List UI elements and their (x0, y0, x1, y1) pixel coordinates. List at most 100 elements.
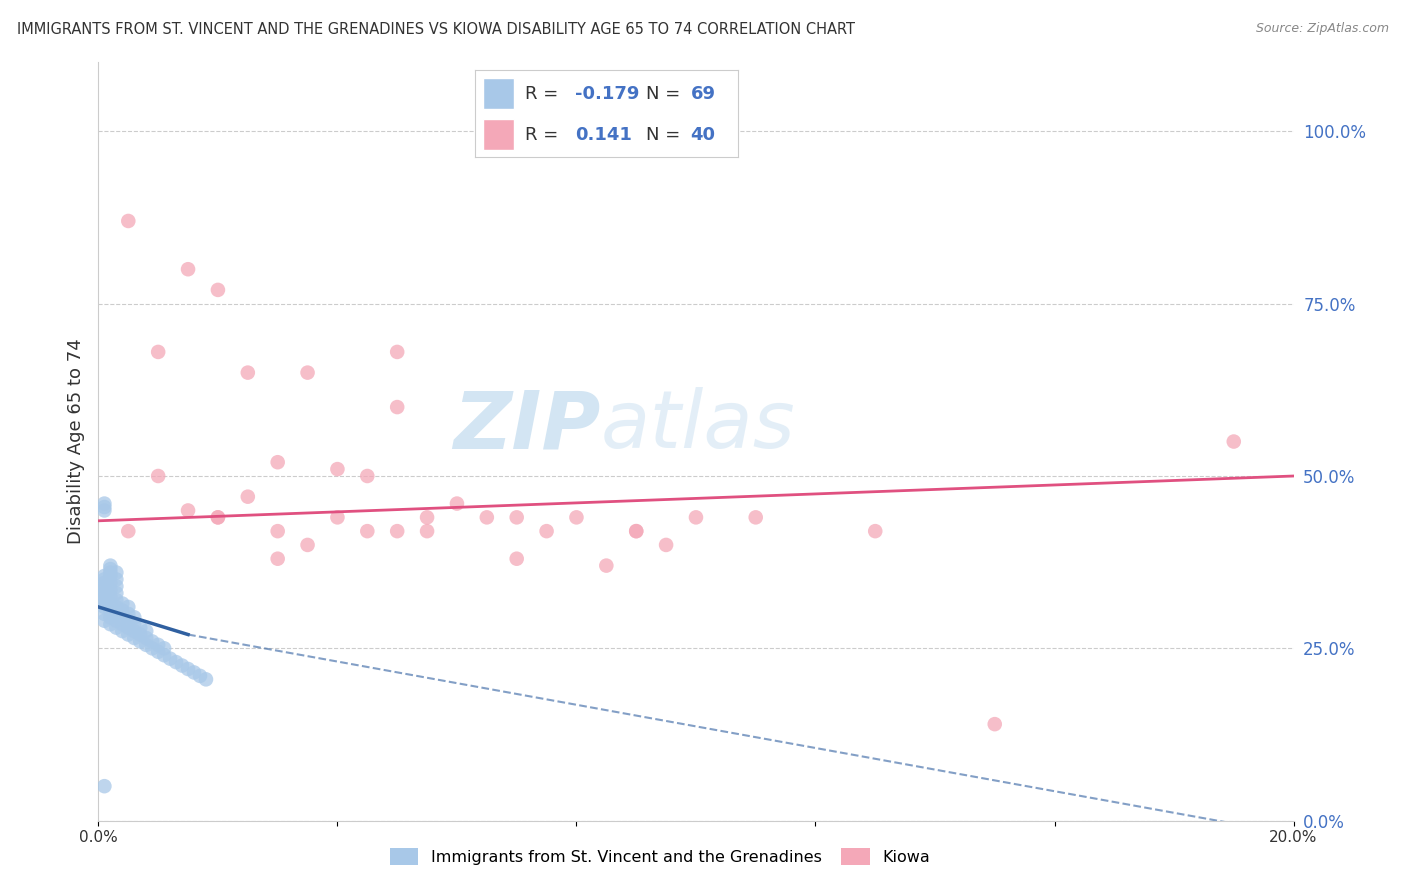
Point (177, 262, 200, 277)
Point (117, 524, 139, 538)
Point (117, 627, 139, 641)
Point (745, 510, 768, 524)
Point (172, 658, 194, 673)
Point (141, 641, 163, 656)
Point (141, 634, 163, 648)
Point (129, 627, 152, 641)
Point (385, 524, 409, 538)
Point (385, 345, 409, 359)
Point (93, 586, 115, 600)
Point (984, 717, 1007, 731)
Point (195, 673, 218, 687)
Point (93, 575, 115, 590)
Point (93, 582, 115, 597)
Point (93, 579, 115, 593)
Point (124, 617, 146, 632)
Legend: Immigrants from St. Vincent and the Grenadines, Kiowa: Immigrants from St. Vincent and the Gren… (381, 840, 939, 873)
Point (685, 510, 707, 524)
Point (105, 566, 128, 580)
Point (148, 345, 170, 359)
Point (565, 510, 588, 524)
Point (105, 621, 128, 635)
Point (98, 566, 122, 580)
Point (105, 586, 128, 600)
Point (129, 634, 152, 648)
Point (356, 469, 378, 483)
Point (129, 621, 152, 635)
Point (475, 510, 498, 524)
Point (506, 551, 529, 566)
Point (111, 597, 134, 611)
Point (159, 651, 181, 665)
Point (98, 562, 122, 576)
Point (93, 503, 115, 517)
Point (117, 607, 139, 621)
Point (105, 607, 128, 621)
Point (117, 599, 139, 614)
Point (446, 497, 468, 511)
Point (135, 631, 157, 645)
Point (506, 510, 529, 524)
Point (117, 214, 139, 228)
Point (236, 490, 259, 504)
Point (536, 524, 558, 538)
Point (93, 573, 115, 587)
Point (98, 590, 122, 604)
Point (105, 573, 128, 587)
Point (135, 624, 157, 639)
Point (93, 500, 115, 514)
Point (117, 614, 139, 628)
Point (93, 599, 115, 614)
Point (98, 610, 122, 624)
Point (135, 638, 157, 652)
Point (124, 631, 146, 645)
Point (93, 593, 115, 607)
Point (93, 607, 115, 621)
Point (267, 455, 290, 469)
Point (93, 779, 115, 793)
Point (1223, 434, 1246, 449)
Point (111, 603, 134, 617)
Point (98, 597, 122, 611)
Point (117, 621, 139, 635)
Text: ZIP: ZIP (453, 387, 600, 466)
Text: IMMIGRANTS FROM ST. VINCENT AND THE GRENADINES VS KIOWA DISABILITY AGE 65 TO 74 : IMMIGRANTS FROM ST. VINCENT AND THE GREN… (17, 22, 855, 37)
Point (267, 524, 290, 538)
Point (865, 524, 887, 538)
Point (93, 497, 115, 511)
Point (98, 617, 122, 632)
Point (111, 610, 134, 624)
Point (111, 617, 134, 632)
Point (236, 366, 259, 380)
Point (105, 614, 128, 628)
Point (124, 610, 146, 624)
Point (111, 624, 134, 639)
Point (153, 641, 176, 656)
Point (93, 614, 115, 628)
Point (93, 597, 115, 611)
Point (626, 524, 648, 538)
Point (98, 558, 122, 573)
Point (356, 524, 378, 538)
Point (105, 579, 128, 593)
Point (297, 538, 319, 552)
Point (655, 538, 678, 552)
Point (416, 510, 439, 524)
Point (385, 400, 409, 414)
Point (148, 638, 170, 652)
Point (105, 593, 128, 607)
Point (207, 510, 229, 524)
Point (93, 569, 115, 583)
Point (416, 524, 439, 538)
Point (148, 469, 170, 483)
Point (207, 283, 229, 297)
Point (207, 510, 229, 524)
Point (98, 582, 122, 597)
Point (153, 648, 176, 663)
Text: Source: ZipAtlas.com: Source: ZipAtlas.com (1256, 22, 1389, 36)
Point (595, 558, 617, 573)
Point (98, 603, 122, 617)
Point (98, 569, 122, 583)
Point (148, 645, 170, 659)
Point (188, 669, 211, 683)
